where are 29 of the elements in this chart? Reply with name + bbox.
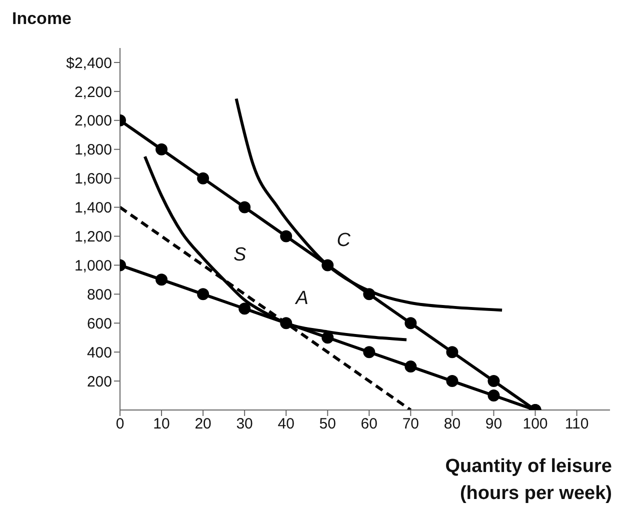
x-tick-label: 20 <box>194 416 212 433</box>
y-tick-label: 400 <box>86 344 112 362</box>
x-tick-label: 50 <box>319 416 336 433</box>
y-axis-title: Income <box>12 9 72 28</box>
x-tick-label: 70 <box>402 416 420 433</box>
y-tick-label: 2,200 <box>74 84 112 101</box>
x-tick-label: 30 <box>236 416 253 433</box>
x-tick-label: 40 <box>278 416 294 433</box>
y-tick-label: 1,000 <box>74 258 112 275</box>
y-tick-label: 1,800 <box>74 142 112 159</box>
y-tick-label: 2,000 <box>74 112 112 130</box>
x-tick-label: 0 <box>116 416 124 433</box>
annotation: S <box>233 244 246 266</box>
x-tick-label: 110 <box>564 416 589 433</box>
y-tick-label: 600 <box>86 315 112 332</box>
y-tick-label: 200 <box>86 373 112 390</box>
y-tick-label: $2,400 <box>66 54 112 72</box>
y-tick-label: 1,600 <box>74 170 112 188</box>
x-tick-label: 10 <box>153 416 170 433</box>
annotation: A <box>294 288 308 309</box>
y-tick-label: 1,200 <box>74 228 112 246</box>
x-tick-label: 90 <box>485 416 502 433</box>
y-tick-label: 800 <box>86 286 112 304</box>
x-tick-label: 80 <box>444 416 461 433</box>
annotation: C <box>336 230 351 251</box>
x-tick-label: 60 <box>360 416 378 433</box>
x-tick-label: 100 <box>522 416 548 433</box>
y-tick-label: 1,400 <box>74 200 112 217</box>
x-axis-title: Quantity of leisure (hours per week) <box>445 456 612 504</box>
